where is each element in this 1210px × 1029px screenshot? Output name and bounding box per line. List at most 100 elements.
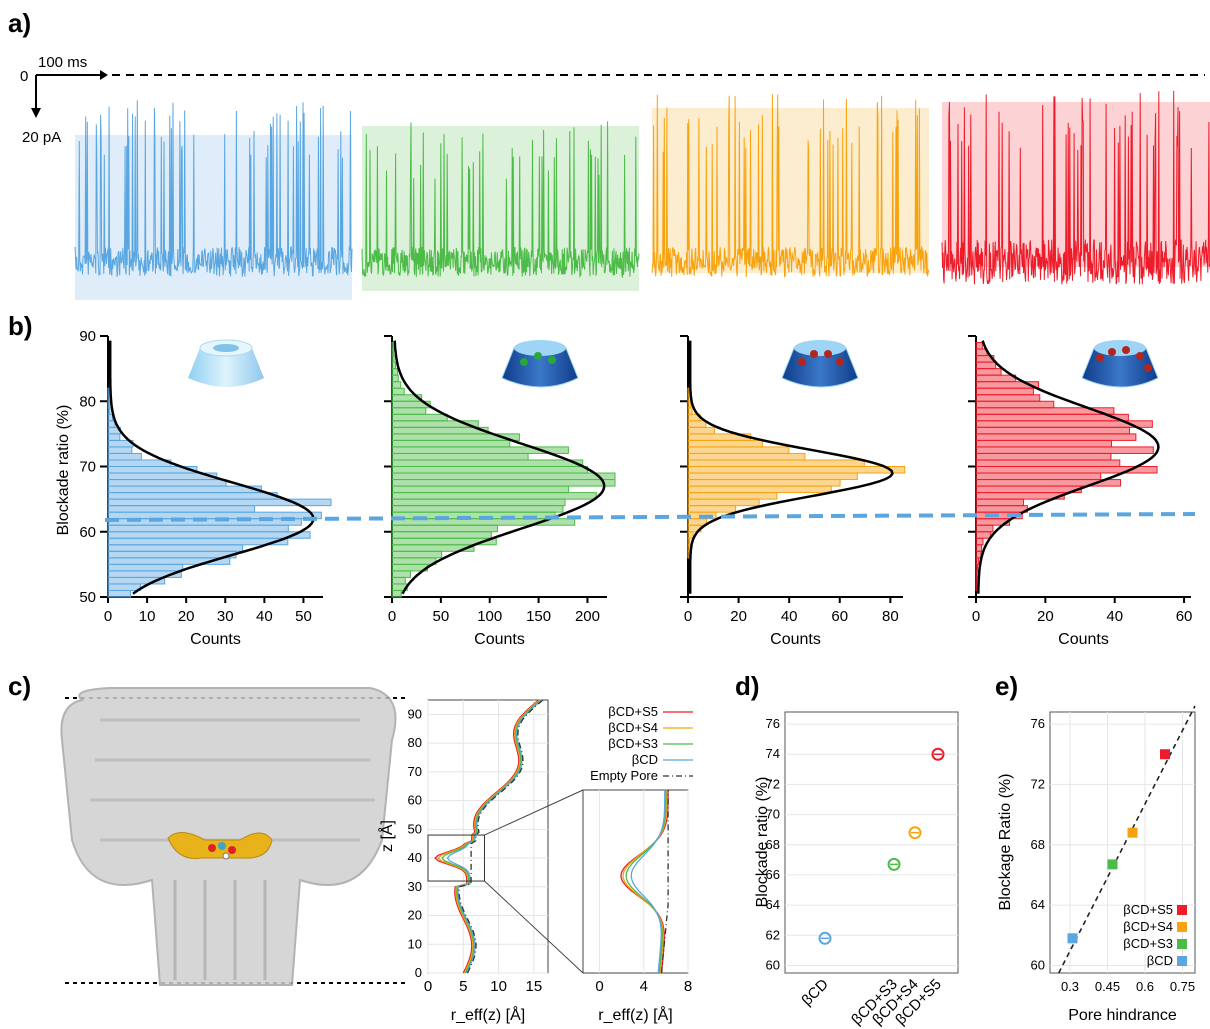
hist-bar: [391, 348, 394, 357]
pore-x-tick-label: 15: [526, 978, 543, 995]
panel-e-legend-swatch: [1177, 922, 1187, 932]
pore-radius-curve: [437, 699, 541, 974]
pore-radius-curve: [446, 699, 543, 974]
panel-e-x-tick-label: 0.45: [1095, 979, 1120, 994]
hist-bar: [391, 466, 589, 474]
zoom-x-tick-label: 0: [595, 978, 603, 995]
hist-bar: [107, 479, 227, 487]
gaussian-fit: [688, 340, 894, 594]
hist-x-tick-label: 20: [178, 608, 195, 625]
panel-d-y-label: Blockade ratio (%): [754, 777, 771, 908]
hist-x-tick-label: 40: [1106, 608, 1123, 625]
panel-e-legend-swatch: [1177, 956, 1187, 966]
hist-bar: [107, 446, 133, 454]
hist-bar: [975, 550, 982, 559]
zoom-radius-curve: [622, 790, 668, 974]
panel-e-y-tick-label: 64: [1031, 897, 1045, 912]
panel-e-y-tick-label: 72: [1031, 776, 1045, 791]
hist-bar: [687, 531, 694, 539]
panel-label-d: d): [735, 671, 760, 701]
trace-zero-label: 0: [20, 68, 28, 85]
panel-e-legend-label: βCD+S4: [1123, 919, 1173, 934]
panel-label-c: c): [8, 671, 31, 701]
hist-x-tick-label: 100: [477, 608, 502, 625]
hist-bar: [107, 400, 110, 409]
hist-bar: [107, 433, 121, 441]
hist-x-tick-label: 0: [684, 608, 692, 625]
panel-d-y-tick-label: 60: [766, 957, 780, 972]
hist-bar: [391, 485, 569, 494]
hist-x-tick-label: 40: [781, 608, 798, 625]
guide-dashed-line: [104, 512, 1196, 522]
hist-bar: [107, 537, 289, 546]
hist-bar: [975, 361, 997, 370]
pore-structure-image: [60, 687, 397, 986]
pore-y-tick-label: 40: [408, 850, 422, 865]
hist-bar: [107, 531, 311, 539]
hist-bar: [391, 472, 616, 481]
hist-bar: [687, 485, 832, 494]
hist-bar: [975, 537, 984, 546]
hist-bar: [687, 400, 692, 409]
hist-bar: [687, 420, 707, 428]
hist-bar: [391, 387, 405, 396]
hist-x-tick-label: 0: [104, 608, 112, 625]
panel-d-point: [818, 931, 832, 945]
hist-bar: [391, 407, 427, 415]
gaussian-fit: [393, 340, 606, 595]
hist-y-tick-label: 50: [79, 589, 96, 606]
hist-bar: [391, 374, 399, 383]
hist-bar: [687, 479, 841, 487]
pore-radius-curve: [441, 699, 542, 974]
panel-d-point: [908, 826, 922, 840]
pore-plot-frame: [427, 699, 549, 974]
hist-bar: [391, 459, 584, 468]
panel-e-fit-line: [1058, 705, 1196, 974]
hist-bar: [391, 589, 402, 598]
pore-hindrance-scatter: 60 64 68 72 76 0.3 0.45 0.6 0.75 Blockage Ratio (…: [997, 705, 1196, 1024]
hist-bar: [687, 492, 778, 500]
hist-bar: [687, 452, 806, 461]
panel-e-y-tick-label: 68: [1031, 837, 1045, 852]
hist-bar: [975, 563, 979, 572]
panel-d-y-tick-label: 74: [766, 746, 780, 761]
hist-y-tick-label: 90: [79, 328, 96, 345]
panel-e-x-tick-label: 0.6: [1136, 979, 1154, 994]
hist-bar: [391, 361, 397, 370]
trace-band: [75, 135, 352, 300]
current-traces: [74, 90, 1210, 300]
pore-y-tick-label: 60: [408, 793, 422, 808]
hist-bar: [687, 518, 707, 526]
hist-bar: [687, 407, 693, 415]
hist-x-tick-label: 40: [256, 608, 273, 625]
hist-x-tick-label: 80: [882, 608, 899, 625]
hist-bar: [391, 381, 402, 389]
pore-y-tick-label: 90: [408, 706, 422, 721]
panel-e-legend-swatch: [1177, 939, 1187, 949]
time-arrow-head: [100, 70, 108, 80]
panel-e-y-tick-label: 76: [1031, 716, 1045, 731]
hist-bar: [975, 368, 1002, 376]
hist-bar: [391, 479, 616, 487]
zoom-radius-curve: [660, 790, 669, 974]
hist-bar: [391, 492, 597, 500]
hist-x-tick-label: 50: [433, 608, 450, 625]
pore-legend-label: βCD+S4: [608, 720, 658, 735]
hist-bar: [687, 426, 716, 435]
hist-x-tick-label: 60: [1176, 608, 1193, 625]
hist-bar: [391, 439, 511, 448]
hist-bar: [107, 583, 141, 591]
hist-bar: [107, 459, 172, 468]
hist-x-tick-label: 20: [1037, 608, 1054, 625]
bcd-cup-icon: [188, 339, 264, 387]
hist-x-label: Counts: [474, 631, 525, 648]
hist-bar: [391, 524, 498, 533]
panel-label-b: b): [8, 311, 33, 341]
zoom-x-tick-label: 4: [640, 978, 648, 995]
pore-y-tick-label: 10: [408, 936, 422, 951]
hist-x-tick-label: 60: [831, 608, 848, 625]
hist-bar: [975, 387, 1034, 396]
pore-y-tick-label: 20: [408, 908, 422, 923]
